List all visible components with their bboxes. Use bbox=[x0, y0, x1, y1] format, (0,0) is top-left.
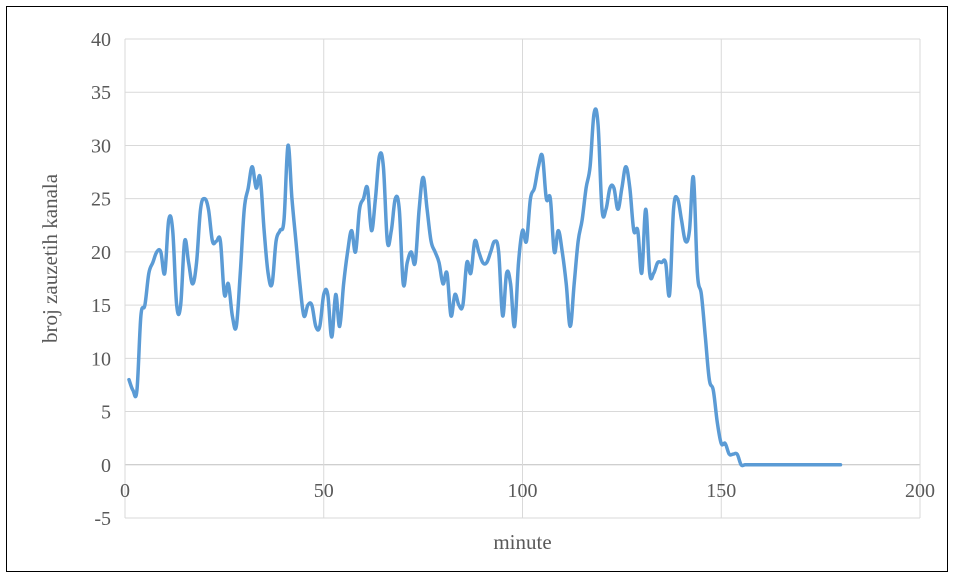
y-tick-label: -5 bbox=[94, 508, 111, 530]
y-tick-label: 10 bbox=[91, 348, 111, 370]
y-tick-label: 0 bbox=[101, 455, 111, 477]
y-axis-title: broj zauzetih kanala bbox=[38, 173, 62, 343]
y-tick-label: 5 bbox=[101, 402, 111, 424]
y-tick-label: 30 bbox=[91, 135, 111, 157]
y-tick-label: 25 bbox=[91, 189, 111, 211]
x-tick-label: 50 bbox=[314, 480, 334, 502]
x-tick-label: 200 bbox=[905, 480, 935, 502]
y-tick-label: 40 bbox=[91, 29, 111, 51]
x-tick-label: 100 bbox=[508, 480, 538, 502]
line-chart: -5 0 5 10 15 20 25 30 35 40 0 50 100 150 200 broj zauz… bbox=[38, 29, 935, 554]
y-tick-label: 35 bbox=[91, 82, 111, 104]
tick-labels: -5 0 5 10 15 20 25 30 35 40 0 50 100 150 200 bbox=[91, 29, 935, 530]
series-layer bbox=[127, 107, 843, 468]
x-tick-label: 150 bbox=[706, 480, 736, 502]
y-tick-label: 20 bbox=[91, 242, 111, 264]
chart-frame: -5 0 5 10 15 20 25 30 35 40 0 50 100 150 200 broj zauz… bbox=[6, 6, 948, 572]
x-axis-title: minute bbox=[493, 530, 551, 554]
series-line bbox=[127, 107, 843, 468]
x-tick-label: 0 bbox=[120, 480, 130, 502]
gridlines bbox=[124, 38, 921, 519]
y-tick-label: 15 bbox=[91, 295, 111, 317]
